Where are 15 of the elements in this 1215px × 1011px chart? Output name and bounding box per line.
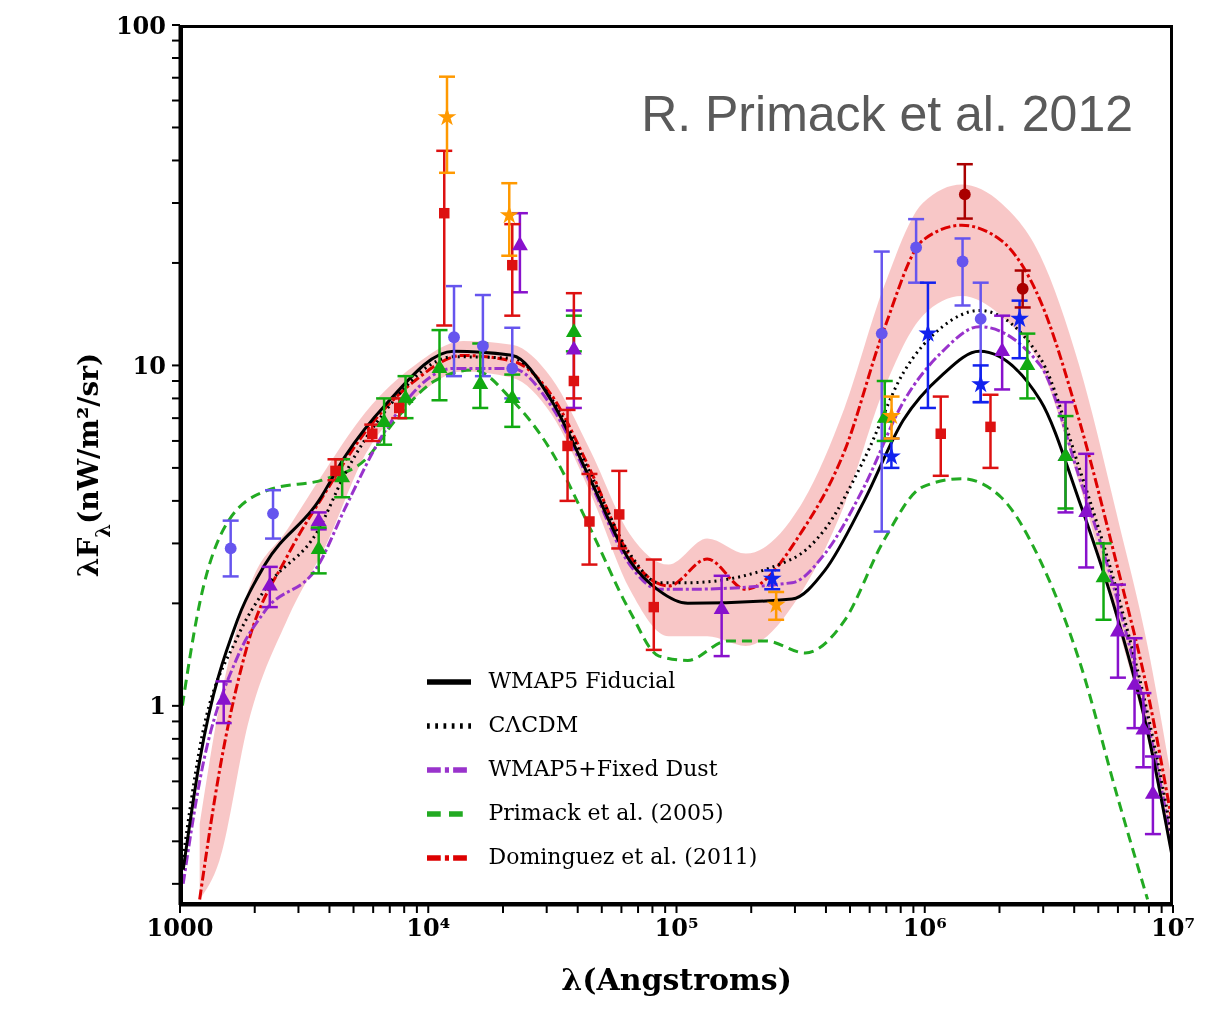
x-tick-label: 1000	[146, 913, 214, 943]
annotation: R. Primack et al. 2012	[641, 85, 1133, 143]
y-tick-label: 100	[115, 10, 166, 40]
y-tick-label: 10	[132, 350, 166, 380]
x-tick-label: 10⁴	[406, 913, 451, 943]
legend-label: CΛCDM	[488, 712, 579, 737]
legend-label: WMAP5 Fiducial	[488, 668, 676, 693]
x-tick-label: 10⁷	[1151, 913, 1195, 943]
legend-label: Primack et al. (2005)	[488, 800, 724, 825]
y-tick-label: 1	[149, 691, 166, 721]
legend-label: Dominguez et al. (2011)	[488, 844, 758, 869]
x-tick-label: 10⁶	[902, 913, 947, 943]
x-axis-title: λ(Angstroms)	[561, 962, 792, 997]
legend-label: WMAP5+Fixed Dust	[488, 756, 718, 781]
x-tick-label: 10⁵	[654, 913, 699, 943]
